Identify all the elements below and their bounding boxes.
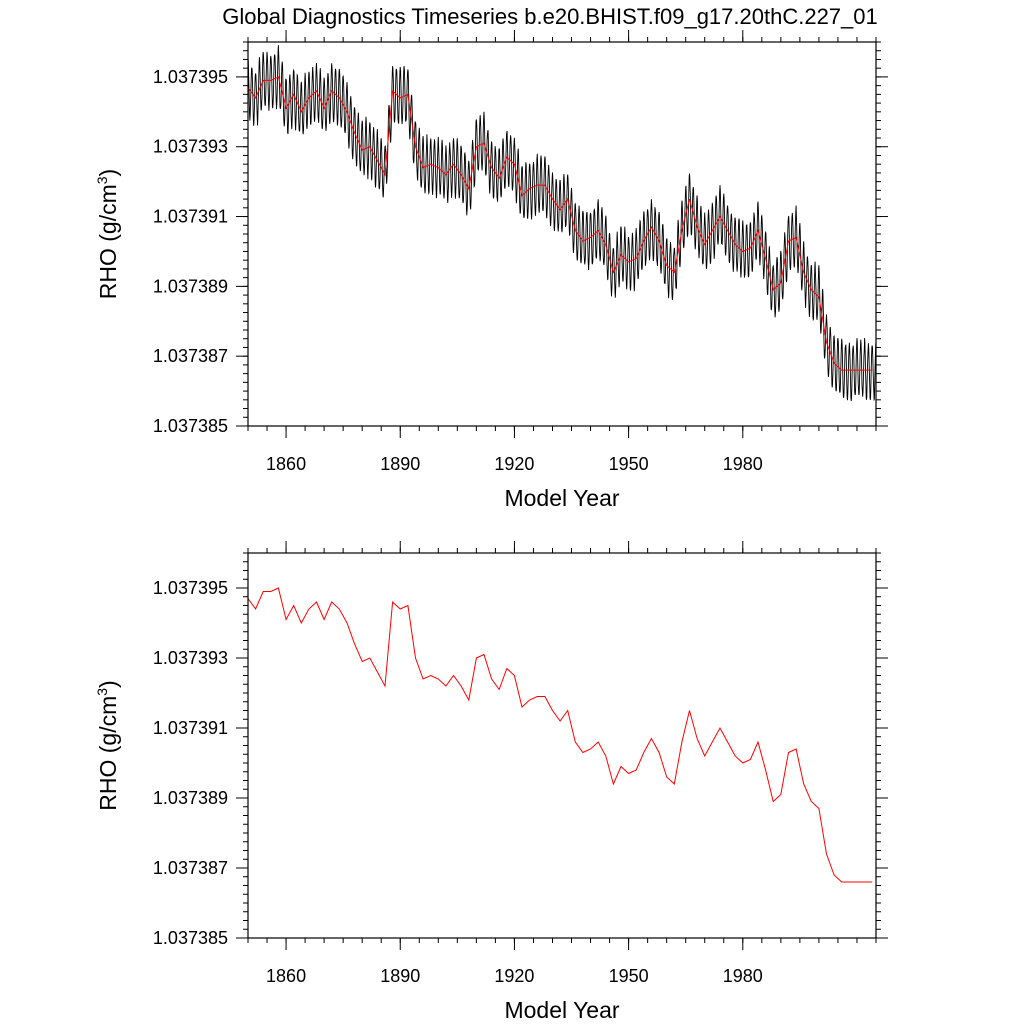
x-tick-label: 1980 [723, 966, 763, 986]
y-axis-label: RHO (g/cm3) [94, 169, 121, 299]
x-tick-label: 1950 [609, 966, 649, 986]
figure-title: Global Diagnostics Timeseries b.e20.BHIS… [222, 4, 878, 29]
y-axis-label: RHO (g/cm3) [94, 680, 121, 810]
x-tick-label: 1920 [494, 966, 534, 986]
y-tick-label: 1.037391 [153, 207, 228, 227]
x-tick-label: 1920 [494, 454, 534, 474]
plot-frame [247, 41, 877, 427]
x-tick-label: 1980 [723, 454, 763, 474]
x-tick-label: 1950 [609, 454, 649, 474]
x-axis-label: Model Year [504, 997, 619, 1023]
bottom-panel: 1.037385 1.037387 1.037389 1.037391 1.037393… [94, 541, 888, 1023]
y-tick-label: 1.037393 [153, 137, 228, 157]
series-line-monthly [248, 45, 876, 402]
y-tick-label: 1.037393 [153, 648, 228, 668]
y-tick-label: 1.037387 [153, 858, 228, 878]
x-axis-label: Model Year [504, 485, 619, 511]
series-line-annual [248, 76, 873, 371]
x-tick-label: 1890 [380, 454, 420, 474]
y-tick-label: 1.037385 [153, 928, 228, 948]
y-tick-label: 1.037395 [153, 578, 228, 598]
y-tick-label: 1.037395 [153, 67, 228, 87]
y-tick-label: 1.037391 [153, 718, 228, 738]
series-line-annual [248, 587, 873, 883]
plot-frame [247, 552, 877, 939]
y-tick-label: 1.037387 [153, 346, 228, 366]
x-tick-label: 1890 [380, 966, 420, 986]
y-tick-label: 1.037385 [153, 416, 228, 436]
x-tick-label: 1860 [266, 966, 306, 986]
y-tick-label: 1.037389 [153, 276, 228, 296]
y-tick-label: 1.037389 [153, 788, 228, 808]
top-panel: 1.037385 1.037387 1.037389 1.037391 1.037393… [94, 30, 888, 511]
x-tick-label: 1860 [266, 454, 306, 474]
